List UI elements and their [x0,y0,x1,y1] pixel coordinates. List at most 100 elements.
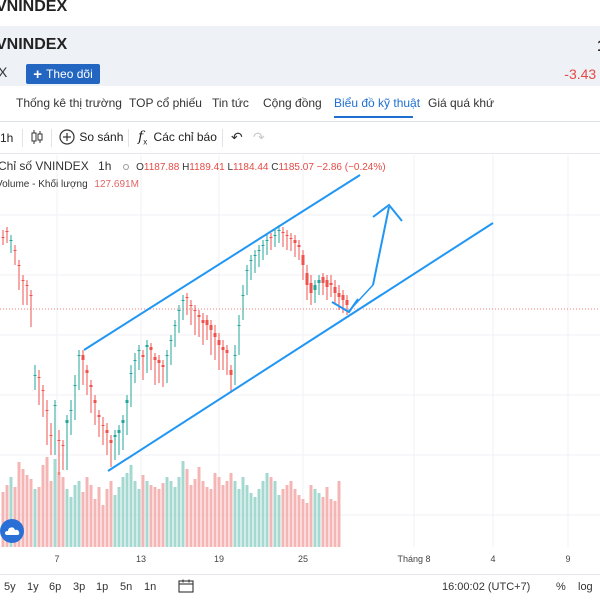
candle [321,273,325,295]
tab-news[interactable]: Tin tức [212,96,249,110]
volume-bar [69,497,73,547]
range-5y[interactable]: 5y [4,581,16,593]
volume-bar [257,489,261,547]
toolbar-divider [22,129,23,147]
volume-bar [113,495,117,547]
date-range-button[interactable] [178,579,194,596]
indicators-button[interactable]: fx Các chỉ báo [138,129,217,147]
range-6p[interactable]: 6p [49,581,62,593]
volume-bar [309,485,313,547]
tab-market-stats[interactable]: Thống kê thị trường [16,96,122,110]
stock-info-panel: VNINDEX 1 X + Theo dõi -3.43 / [0,26,600,86]
volume-bar [273,481,277,547]
change-value: −2.86 (−0.24%) [316,162,386,173]
volume-bar [281,489,285,547]
log-toggle[interactable]: log [578,581,593,593]
plus-icon: + [33,65,43,83]
x-tick-label: 19 [214,554,224,564]
volume-bar [225,481,229,547]
toolbar-divider [128,129,129,147]
x-tick-label: 7 [54,554,59,564]
candle-type-button[interactable] [30,129,44,148]
volume-bar [5,485,9,547]
follow-button[interactable]: + Theo dõi [26,64,100,84]
percent-toggle[interactable]: % [556,581,566,593]
chart-toolbar: 1h So sánh fx Các chỉ báo ↶ ↷ [0,122,600,154]
compare-button[interactable]: So sánh [58,128,123,146]
clock-time[interactable]: 16:00:02 (UTC+7) [442,581,531,593]
candle [121,415,125,450]
exchange-code: X [0,64,8,80]
calendar-icon [178,579,194,593]
candlestick-icon [31,130,43,144]
lower-trendline [107,222,494,472]
stock-name: VNINDEX [0,36,68,53]
tab-top-stocks[interactable]: TOP cổ phiếu [129,96,202,110]
volume-bar [25,475,29,547]
indicators-label: Các chỉ báo [153,130,217,144]
legend-symbol: Chỉ số VNINDEX [0,159,89,173]
volume-bar [333,501,337,547]
volume-bar [337,481,341,547]
range-1p[interactable]: 1p [96,581,109,593]
candle [125,395,129,435]
candle [273,230,277,247]
candle [185,293,189,315]
volume-bar [169,481,173,547]
volume-bar [269,477,273,547]
volume-bar [249,493,253,547]
volume-bar [13,487,17,547]
price-chart[interactable]: 7 13 19 25 Tháng 8 4 9 [0,155,600,575]
volume-bar [49,481,53,547]
candle [89,380,93,413]
volume-bar [329,499,333,547]
volume-bar [121,477,125,547]
range-1n[interactable]: 1n [144,581,157,593]
legend-interval: 1h [98,159,112,173]
follow-button-label: Theo dõi [46,67,93,81]
range-5n[interactable]: 5n [120,581,133,593]
tab-technical-chart[interactable]: Biểu đồ kỹ thuật [334,96,421,110]
range-1y[interactable]: 1y [27,581,39,593]
candle [141,350,145,380]
chart-legend: Chỉ số VNINDEX 1h O1187.88 H1189.41 L118… [0,159,386,173]
volume-bar [253,497,257,547]
candle [205,315,209,340]
volume-bar [133,481,137,547]
candle [209,320,213,355]
candle [285,230,289,250]
tab-price-history[interactable]: Giá quá khứ [428,96,495,110]
redo-icon[interactable]: ↷ [253,129,265,145]
volume-bar [101,505,105,547]
candle [41,385,45,417]
volume-bar [153,487,157,547]
volume-bar [241,477,245,547]
active-tab-indicator [334,116,413,118]
candle [21,275,25,305]
candle [157,355,161,383]
candle [261,240,265,260]
x-tick-label: 13 [136,554,146,564]
undo-icon[interactable]: ↶ [231,129,243,145]
candle [201,313,205,345]
candle [225,345,229,375]
candle [221,340,225,370]
close-value: 1185.07 [278,162,314,173]
candle [61,440,65,470]
candle [5,227,9,243]
candle [65,415,69,470]
candle [305,265,309,300]
range-3p[interactable]: 3p [73,581,86,593]
candle [189,300,193,325]
range-bar: 5y 1y 6p 3p 1p 5n 1n 16:00:02 (UTC+7) % … [0,574,600,600]
chart-area[interactable]: 7 13 19 25 Tháng 8 4 9 Chỉ số VNINDEX 1h O1187… [0,155,600,575]
tradingview-logo-icon[interactable] [0,519,24,543]
candle [181,295,185,320]
volume-bar [289,481,293,547]
candle [269,233,273,250]
candle [309,275,313,305]
tab-community[interactable]: Cộng đồng [263,96,322,110]
interval-selector[interactable]: 1h [0,131,14,145]
candle [197,310,201,337]
arrow-tail [347,284,374,313]
